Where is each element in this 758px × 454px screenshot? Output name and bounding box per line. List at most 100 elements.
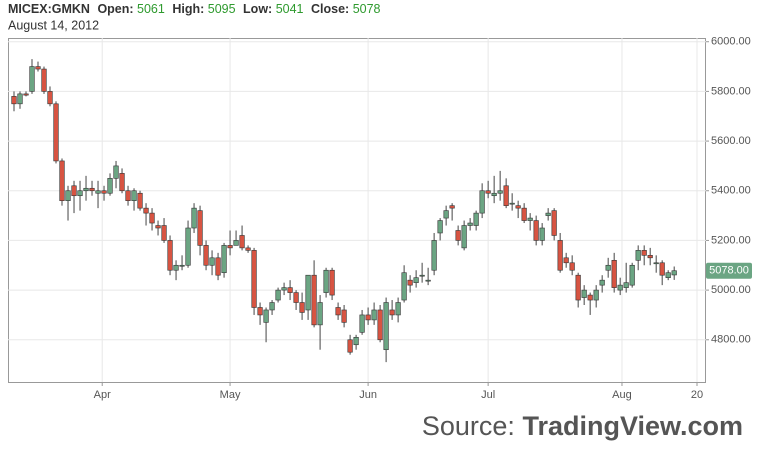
candle-body xyxy=(23,93,29,96)
candle-body xyxy=(527,217,533,221)
candle-body xyxy=(371,309,377,321)
candle-body xyxy=(323,269,329,293)
y-tick-label: 5200.00 xyxy=(711,234,751,246)
candle-body xyxy=(47,91,53,105)
candle-body xyxy=(455,230,461,241)
candle-body xyxy=(107,178,113,194)
candle-body xyxy=(377,309,383,341)
candle-body xyxy=(581,289,587,298)
field-label: Low: xyxy=(243,2,272,16)
candle-body xyxy=(407,279,413,286)
candle-body xyxy=(533,220,539,241)
candle-body xyxy=(395,302,401,316)
candle-body xyxy=(83,187,89,192)
candle-body xyxy=(161,225,167,241)
candle-body xyxy=(341,309,347,323)
candle-body xyxy=(251,250,257,308)
candle-body xyxy=(401,272,407,301)
candle-body xyxy=(671,270,677,276)
candle-body xyxy=(89,187,95,192)
last-price-box xyxy=(706,262,752,279)
candle-body xyxy=(515,205,521,209)
candle-body xyxy=(185,227,191,266)
candle-body xyxy=(215,257,221,276)
candle-body xyxy=(191,207,197,229)
candle-body xyxy=(167,240,173,271)
candle-body xyxy=(413,277,419,283)
candle-body xyxy=(617,284,623,291)
field-label: Close: xyxy=(311,2,349,16)
candle-body xyxy=(311,274,317,326)
candle-body xyxy=(227,245,233,249)
source: Source: TradingView.com xyxy=(422,411,743,441)
candle-body xyxy=(29,66,35,92)
header: MICEX:GMKN Open: 5061 High: 5095 Low: 50… xyxy=(8,2,381,16)
candle-body xyxy=(143,207,149,214)
field-value: 5095 xyxy=(208,2,236,16)
candle-body xyxy=(317,302,323,326)
candle-body xyxy=(473,212,479,226)
candle-body xyxy=(77,190,83,197)
candle-body xyxy=(653,262,659,265)
plot-frame xyxy=(8,38,706,383)
candle-body xyxy=(17,93,23,105)
candle-body xyxy=(635,250,641,261)
candle-body xyxy=(53,103,59,162)
candle-body xyxy=(41,68,47,92)
candle-body xyxy=(419,274,425,277)
last-price-label: 5078.00 xyxy=(709,265,749,277)
candle-body xyxy=(71,185,77,197)
x-tick-label: Apr xyxy=(94,389,111,401)
candle-body xyxy=(203,245,209,266)
x-tick-label: Jul xyxy=(481,389,495,401)
candle-body xyxy=(209,257,215,266)
y-tick-label: 5000.00 xyxy=(711,284,751,296)
y-tick-label: 5800.00 xyxy=(711,85,751,97)
candle-body xyxy=(299,302,305,313)
candle-body xyxy=(125,190,131,201)
candle-body xyxy=(509,202,515,205)
candle-body xyxy=(221,245,227,274)
candle-body xyxy=(479,190,485,214)
candle-body xyxy=(101,190,107,194)
candle-body xyxy=(659,262,665,276)
candle-body xyxy=(239,235,245,249)
candle-body xyxy=(275,289,281,301)
candle-body xyxy=(35,66,41,70)
candle-body xyxy=(563,257,569,264)
candle-body xyxy=(359,314,365,333)
x-tick-label: Aug xyxy=(612,389,632,401)
candle-body xyxy=(575,274,581,301)
y-tick-label: 5400.00 xyxy=(711,185,751,197)
candle-body xyxy=(557,240,563,271)
field-value: 5078 xyxy=(353,2,381,16)
symbol: MICEX:GMKN xyxy=(8,2,90,16)
field-value: 5061 xyxy=(137,2,165,16)
candle-body xyxy=(335,307,341,316)
candle-body xyxy=(665,272,671,278)
candle-body xyxy=(113,165,119,179)
candle-body xyxy=(173,264,179,271)
candle-body xyxy=(269,302,275,311)
candle-body xyxy=(155,225,161,229)
candle-body xyxy=(179,264,185,267)
candle-body xyxy=(365,314,371,321)
x-tick-label: 20 xyxy=(691,389,703,401)
x-tick-label: Jun xyxy=(359,389,377,401)
candle-body xyxy=(65,190,71,201)
candle-body xyxy=(431,240,437,271)
candle-body xyxy=(491,192,497,197)
candle-body xyxy=(119,173,125,192)
candle-body xyxy=(263,309,269,323)
candle-body xyxy=(485,190,491,194)
candle-body xyxy=(443,210,449,219)
candle-body xyxy=(599,279,605,286)
candle-body xyxy=(293,292,299,303)
candle-body xyxy=(641,250,647,256)
candle-body xyxy=(437,220,443,234)
candle-body xyxy=(389,309,395,316)
candle-body xyxy=(197,210,203,246)
candle-body xyxy=(623,282,629,288)
candle-body xyxy=(551,210,557,236)
